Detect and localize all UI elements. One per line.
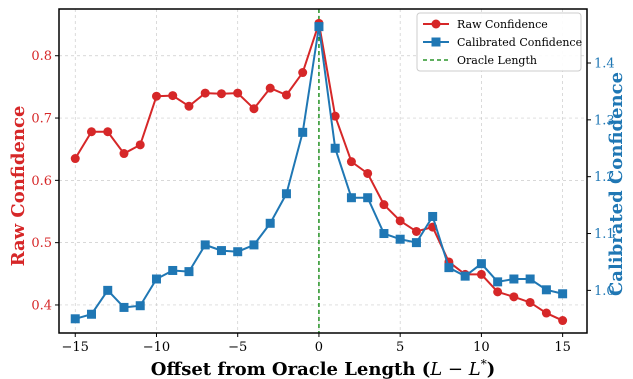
data-point [363,193,373,203]
data-point [135,301,145,311]
data-point [216,89,226,99]
data-point [281,189,291,199]
data-point [314,22,324,32]
data-point [558,316,568,326]
data-point [509,292,519,302]
series-layer [70,18,568,326]
data-point [541,285,551,295]
data-point [233,247,243,257]
y-left-tick-label: 0.7 [31,112,52,127]
legend-box [416,12,582,72]
data-point [363,168,373,178]
data-point [265,83,275,93]
data-point [233,88,243,98]
data-point [184,101,194,111]
y-axis-label-right: Calibrated Confidence [606,72,627,296]
data-point [119,149,129,159]
legend-item: Calibrated Confidence [423,36,582,49]
x-axis-label-L: L [429,359,442,379]
series-2 [70,22,568,324]
data-point [509,274,519,284]
x-tick-label: −5 [228,340,247,355]
x-axis-label-minus: − [442,359,469,379]
legend-label: Oracle Length [457,54,537,67]
x-axis-label-Lstar: L [468,359,481,379]
data-point [476,269,486,279]
y-left-tick-label: 0.8 [31,49,52,64]
data-point [298,127,308,137]
y-left-tick-label: 0.4 [31,298,52,313]
data-point [493,287,503,297]
x-axis-label-close: ) [487,359,496,379]
x-tick-label: 10 [473,340,490,355]
data-point [460,271,470,281]
data-point [216,246,226,256]
legend-marker [431,37,441,47]
x-tick-label: −10 [143,340,170,355]
y-right-tick-label: 1.0 [594,284,615,299]
data-point [168,265,178,275]
data-point [281,90,291,100]
y-left-tick-label: 0.5 [31,236,52,251]
data-point [298,68,308,78]
data-point [200,88,210,98]
data-point [493,277,503,287]
y-right-tick-label: 1.2 [594,170,615,185]
data-point [70,314,80,324]
data-point [184,267,194,277]
data-point [103,285,113,295]
data-point [558,289,568,299]
data-point [249,104,259,114]
data-point [103,127,113,137]
y-right-tick-label: 1.1 [594,227,615,242]
data-point [525,297,535,307]
plot-frame [58,8,588,334]
legend: Raw Confidence Calibrated Confidence Oracl… [416,12,582,72]
x-axis-label-main: Offset from Oracle Length ( [151,359,430,379]
data-point [249,240,259,250]
data-point [346,157,356,167]
data-point [119,302,129,312]
x-tick-label: −15 [62,340,89,355]
data-point [379,200,389,210]
legend-item: Oracle Length [423,54,537,67]
data-point [411,238,421,248]
legend-label: Raw Confidence [457,18,548,31]
legend-label: Calibrated Confidence [457,36,582,49]
data-point [379,229,389,239]
data-point [476,259,486,269]
x-axis-label: Offset from Oracle Length (L − L*) [151,357,495,379]
data-point [346,193,356,203]
data-point [330,143,340,153]
data-point [428,211,438,221]
data-point [70,154,80,164]
data-point [444,263,454,273]
data-point [265,218,275,228]
data-point [525,274,535,284]
data-point [135,140,145,150]
x-tick-label: 0 [315,340,323,355]
tick-layer: −15 −10 −5 0 5 10 15 0.4 0.5 0.6 0.7 0.8 1.0 1.1 1.2 1.… [31,49,614,355]
data-point [151,91,161,101]
data-point [395,216,405,226]
y-right-tick-label: 1.3 [594,113,615,128]
data-point [86,309,96,319]
data-point [330,111,340,121]
x-tick-label: 5 [396,340,404,355]
data-point [395,234,405,244]
y-right-tick-label: 1.4 [594,57,615,72]
data-point [200,240,210,250]
y-axis-label-left: Raw Confidence [8,106,29,267]
data-point [86,127,96,137]
x-axis-label-star: * [481,357,487,371]
x-tick-label: 15 [554,340,571,355]
legend-marker [431,19,441,29]
legend-item: Raw Confidence [423,18,548,31]
data-point [541,308,551,318]
data-point [151,274,161,284]
data-point [168,91,178,101]
y-left-tick-label: 0.6 [31,174,52,189]
data-point [411,226,421,236]
